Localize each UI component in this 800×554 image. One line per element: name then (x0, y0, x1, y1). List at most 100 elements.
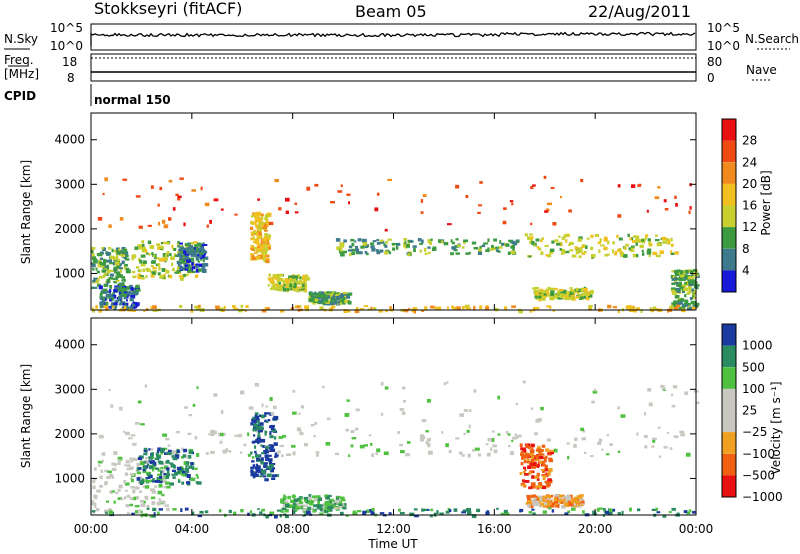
heatmap-cell (101, 305, 105, 308)
heatmap-cell (427, 437, 431, 442)
heatmap-cell (513, 241, 518, 246)
heatmap-cell (549, 479, 553, 484)
heatmap-cell (136, 462, 141, 467)
heatmap-cell (387, 178, 392, 181)
heatmap-cell (545, 448, 550, 452)
heatmap-cell (406, 244, 410, 248)
heatmap-cell (503, 207, 507, 210)
heatmap-cell (545, 472, 548, 476)
heatmap-cell (309, 293, 314, 296)
heatmap-cell (543, 459, 547, 463)
heatmap-cell (184, 253, 190, 256)
heatmap-cell (550, 187, 555, 190)
heatmap-cell (571, 254, 577, 258)
heatmap-cell (312, 495, 317, 499)
heatmap-cell (317, 295, 320, 299)
heatmap-cell (671, 282, 676, 286)
heatmap-cell (163, 485, 167, 489)
heatmap-cell (320, 298, 325, 301)
heatmap-cell (141, 277, 145, 280)
heatmap-cell (117, 283, 121, 287)
heatmap-cell (117, 497, 123, 500)
heatmap-cell (239, 390, 245, 395)
heatmap-cell (114, 261, 120, 266)
heatmap-cell (259, 511, 263, 515)
heatmap-cell (530, 443, 535, 448)
heatmap-cell (284, 514, 289, 519)
heatmap-cell (177, 195, 182, 199)
heatmap-cell (292, 411, 297, 415)
heatmap-cell (165, 269, 170, 274)
heatmap-cell (585, 245, 588, 249)
heatmap-cell (461, 511, 467, 514)
heatmap-cell (630, 245, 635, 248)
heatmap-cell (99, 484, 103, 488)
heatmap-cell (188, 450, 193, 454)
heatmap-cell (422, 508, 428, 511)
heatmap-cell (158, 258, 163, 262)
heatmap-cell (161, 257, 166, 262)
heatmap-cell (518, 434, 522, 438)
heatmap-cell (126, 495, 129, 498)
heatmap-cell (612, 508, 616, 512)
heatmap-cell (333, 502, 337, 505)
heatmap-cell (426, 508, 430, 511)
heatmap-cell (333, 505, 336, 508)
heatmap-cell (255, 454, 260, 458)
heatmap-cell (284, 495, 287, 500)
heatmap-cell (302, 274, 306, 278)
heatmap-cell (495, 249, 499, 252)
heatmap-cell (332, 297, 335, 300)
heatmap-cell (264, 412, 270, 415)
heatmap-cell (105, 259, 110, 263)
heatmap-cell (166, 469, 170, 473)
heatmap-cell (542, 498, 545, 501)
heatmap-cell (186, 463, 189, 466)
heatmap-cell (260, 457, 264, 461)
heatmap-cell (670, 287, 676, 290)
heatmap-cell (657, 426, 661, 429)
heatmap-cell (561, 293, 565, 297)
heatmap-cell (267, 448, 271, 451)
heatmap-cell (109, 490, 113, 494)
heatmap-cell (99, 293, 103, 298)
heatmap-cell (575, 287, 579, 291)
heatmap-cell (530, 459, 535, 463)
heatmap-cell (162, 433, 167, 437)
heatmap-cell (142, 485, 146, 488)
heatmap-cell (457, 244, 461, 247)
heatmap-cell (686, 277, 691, 280)
heatmap-cell (567, 455, 570, 460)
heatmap-cell (420, 199, 424, 203)
heatmap-cell (319, 306, 324, 310)
heatmap-cell (334, 298, 338, 302)
heatmap-cell (514, 433, 517, 436)
heatmap-cell (547, 502, 551, 506)
heatmap-cell (150, 245, 155, 249)
heatmap-cell (596, 507, 600, 512)
heatmap-cell (656, 511, 661, 514)
heatmap-cell (133, 287, 136, 292)
colorbar-swatch (722, 324, 736, 346)
heatmap-cell (677, 269, 681, 273)
heatmap-cell (661, 387, 666, 390)
heatmap-cell (195, 264, 199, 269)
heatmap-cell (271, 477, 276, 480)
heatmap-cell (171, 244, 174, 249)
heatmap-cell (92, 279, 97, 283)
heatmap-cell (186, 259, 191, 263)
heatmap-cell (303, 282, 307, 285)
heatmap-cell (569, 249, 574, 252)
heatmap-cell (563, 234, 567, 239)
heatmap-cell (191, 511, 195, 516)
heatmap-cell (388, 512, 392, 516)
heatmap-cell (141, 240, 145, 244)
heatmap-cell (257, 223, 263, 227)
heatmap-cell (261, 247, 267, 251)
heatmap-cell (578, 247, 582, 251)
heatmap-cell (130, 287, 134, 291)
heatmap-cell (538, 291, 543, 295)
heatmap-cell (673, 435, 679, 438)
heatmap-cell (132, 489, 136, 494)
